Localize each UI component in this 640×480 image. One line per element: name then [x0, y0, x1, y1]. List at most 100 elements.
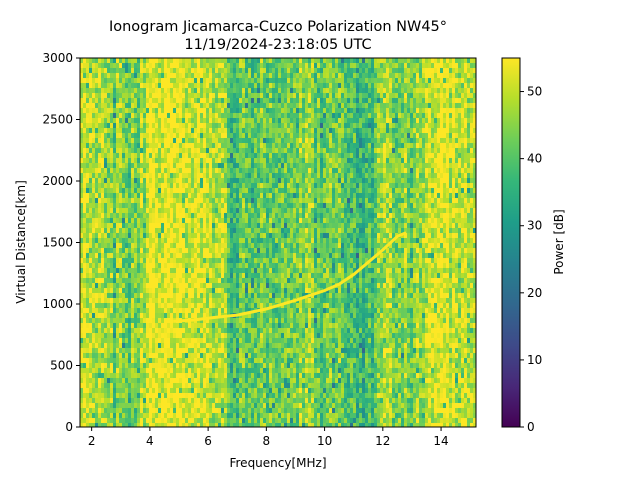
- heatmap-cell: [242, 403, 246, 409]
- heatmap-cell: [230, 288, 234, 294]
- heatmap-cell: [83, 238, 87, 244]
- heatmap-cell: [134, 248, 138, 254]
- heatmap-cell: [80, 258, 84, 264]
- heatmap-cell: [200, 253, 204, 259]
- heatmap-cell: [131, 353, 135, 359]
- heatmap-cell: [239, 118, 243, 124]
- heatmap-cell: [260, 108, 264, 114]
- heatmap-cell: [107, 233, 111, 239]
- heatmap-cell: [137, 163, 141, 169]
- heatmap-cell: [278, 278, 282, 284]
- heatmap-cell: [188, 328, 192, 334]
- heatmap-cell: [176, 208, 180, 214]
- heatmap-cell: [155, 288, 159, 294]
- heatmap-cell: [221, 58, 225, 64]
- heatmap-cell: [218, 123, 222, 129]
- heatmap-cell: [149, 68, 153, 74]
- heatmap-cell: [233, 398, 237, 404]
- heatmap-cell: [152, 343, 156, 349]
- heatmap-cell: [83, 83, 87, 89]
- heatmap-cell: [161, 348, 165, 354]
- heatmap-cell: [224, 413, 228, 419]
- heatmap-cell: [257, 123, 261, 129]
- heatmap-cell: [263, 108, 267, 114]
- heatmap-cell: [131, 203, 135, 209]
- heatmap-cell: [83, 353, 87, 359]
- heatmap-cell: [176, 178, 180, 184]
- heatmap-cell: [272, 128, 276, 134]
- heatmap-cell: [98, 413, 102, 419]
- heatmap-cell: [227, 58, 231, 64]
- heatmap-cell: [137, 198, 141, 204]
- heatmap-cell: [89, 118, 93, 124]
- heatmap-cell: [170, 168, 174, 174]
- heatmap-cell: [176, 233, 180, 239]
- heatmap-cell: [182, 338, 186, 344]
- heatmap-cell: [206, 128, 210, 134]
- heatmap-cell: [131, 373, 135, 379]
- heatmap-cell: [221, 298, 225, 304]
- heatmap-cell: [263, 243, 267, 249]
- heatmap-cell: [176, 68, 180, 74]
- heatmap-cell: [140, 353, 144, 359]
- heatmap-cell: [122, 218, 126, 224]
- heatmap-cell: [185, 278, 189, 284]
- heatmap-cell: [212, 113, 216, 119]
- heatmap-cell: [89, 193, 93, 199]
- heatmap-cell: [113, 148, 117, 154]
- heatmap-cell: [179, 398, 183, 404]
- heatmap-cell: [170, 213, 174, 219]
- heatmap-cell: [209, 288, 213, 294]
- heatmap-cell: [278, 153, 282, 159]
- heatmap-cell: [257, 423, 261, 427]
- heatmap-cell: [260, 373, 264, 379]
- heatmap-cell: [152, 188, 156, 194]
- heatmap-cell: [224, 213, 228, 219]
- heatmap-cell: [116, 143, 120, 149]
- heatmap-cell: [182, 108, 186, 114]
- heatmap-cell: [101, 188, 105, 194]
- heatmap-cell: [194, 243, 198, 249]
- heatmap-cell: [206, 68, 210, 74]
- heatmap-cell: [215, 133, 219, 139]
- heatmap-cell: [140, 103, 144, 109]
- heatmap-cell: [224, 113, 228, 119]
- heatmap-cell: [95, 313, 99, 319]
- heatmap-cell: [203, 148, 207, 154]
- heatmap-cell: [254, 88, 258, 94]
- heatmap-cell: [248, 213, 252, 219]
- heatmap-cell: [113, 153, 117, 159]
- heatmap-cell: [95, 363, 99, 369]
- heatmap-cell: [92, 208, 96, 214]
- heatmap-cell: [194, 358, 198, 364]
- heatmap-cell: [233, 158, 237, 164]
- heatmap-cell: [209, 368, 213, 374]
- heatmap-cell: [155, 158, 159, 164]
- heatmap-cell: [86, 328, 90, 334]
- heatmap-cell: [272, 133, 276, 139]
- heatmap-cell: [242, 293, 246, 299]
- heatmap-cell: [107, 353, 111, 359]
- heatmap-cell: [119, 363, 123, 369]
- heatmap-cell: [200, 118, 204, 124]
- heatmap-cell: [203, 163, 207, 169]
- heatmap-cell: [212, 138, 216, 144]
- heatmap-cell: [110, 168, 114, 174]
- heatmap-cell: [185, 273, 189, 279]
- heatmap-cell: [161, 133, 165, 139]
- heatmap-cell: [167, 353, 171, 359]
- heatmap-cell: [149, 323, 153, 329]
- heatmap-cell: [125, 388, 129, 394]
- heatmap-cell: [107, 128, 111, 134]
- heatmap-cell: [197, 263, 201, 269]
- heatmap-cell: [203, 233, 207, 239]
- heatmap-cell: [116, 298, 120, 304]
- heatmap-cell: [80, 153, 84, 159]
- heatmap-cell: [158, 348, 162, 354]
- heatmap-cell: [227, 323, 231, 329]
- heatmap-cell: [206, 228, 210, 234]
- heatmap-cell: [266, 98, 270, 104]
- heatmap-cell: [146, 363, 150, 369]
- heatmap-cell: [119, 173, 123, 179]
- heatmap-cell: [95, 383, 99, 389]
